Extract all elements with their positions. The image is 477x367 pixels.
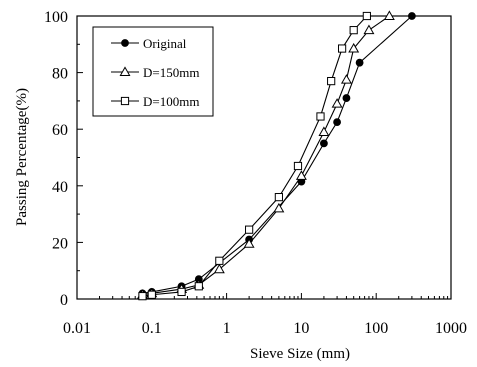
legend-item: Original: [111, 36, 187, 51]
data-point: [245, 225, 254, 234]
data-point: [194, 282, 203, 291]
data-point: [320, 139, 328, 148]
data-point: [340, 74, 352, 84]
data-point: [362, 11, 371, 21]
data-point: [333, 118, 341, 127]
legend-label: Original: [143, 36, 187, 51]
data-point: [293, 161, 303, 171]
data-point: [342, 94, 351, 102]
legend-item: D=100mm: [111, 94, 199, 109]
data-point: [318, 126, 330, 136]
x-tick-label: 0.01: [63, 320, 91, 337]
x-tick-label: 100: [364, 320, 388, 337]
data-point: [348, 42, 360, 53]
data-point: [331, 98, 343, 108]
series-3: [138, 11, 371, 301]
data-point: [349, 26, 358, 35]
data-point: [316, 112, 325, 121]
y-tick-label: 100: [44, 9, 68, 26]
series-layer: [136, 10, 416, 301]
data-point: [295, 170, 307, 180]
data-point: [274, 193, 283, 202]
data-point: [215, 256, 224, 265]
y-tick-label: 80: [52, 66, 68, 83]
axis-ticks: [76, 15, 452, 300]
y-tick-label: 40: [52, 179, 68, 196]
series-2: [136, 10, 395, 299]
x-tick-label: 0.1: [142, 320, 162, 337]
y-axis-title: Passing Percentage(%): [14, 88, 30, 226]
legend-marker: [119, 66, 131, 76]
data-point: [273, 202, 285, 213]
legend: Original D=150mm D=100mm: [92, 26, 214, 117]
data-point: [383, 10, 395, 20]
data-point: [337, 44, 347, 53]
y-tick-label: 60: [52, 122, 68, 139]
data-point: [138, 292, 147, 301]
legend-item: D=150mm: [111, 65, 199, 80]
data-point: [363, 24, 375, 35]
x-tick-label: 1: [223, 320, 231, 337]
data-point: [327, 76, 336, 86]
legend-label: D=150mm: [143, 65, 199, 80]
legend-label: D=100mm: [143, 94, 199, 109]
x-axis-title: Sieve Size (mm): [250, 346, 350, 362]
axis-tick-labels: 0 20 40 60 80 100 0.01 0.1 1 10 100 1000: [44, 9, 467, 337]
y-tick-label: 0: [60, 292, 68, 309]
data-point: [407, 12, 416, 20]
x-tick-label: 1000: [435, 320, 467, 337]
legend-marker: [121, 39, 129, 47]
y-tick-label: 20: [52, 235, 68, 252]
data-point: [213, 263, 225, 274]
data-point: [177, 287, 186, 297]
legend-marker: [120, 96, 130, 106]
x-tick-label: 10: [293, 320, 309, 337]
data-point: [147, 290, 156, 299]
data-point: [355, 58, 364, 67]
data-point: [243, 238, 255, 248]
